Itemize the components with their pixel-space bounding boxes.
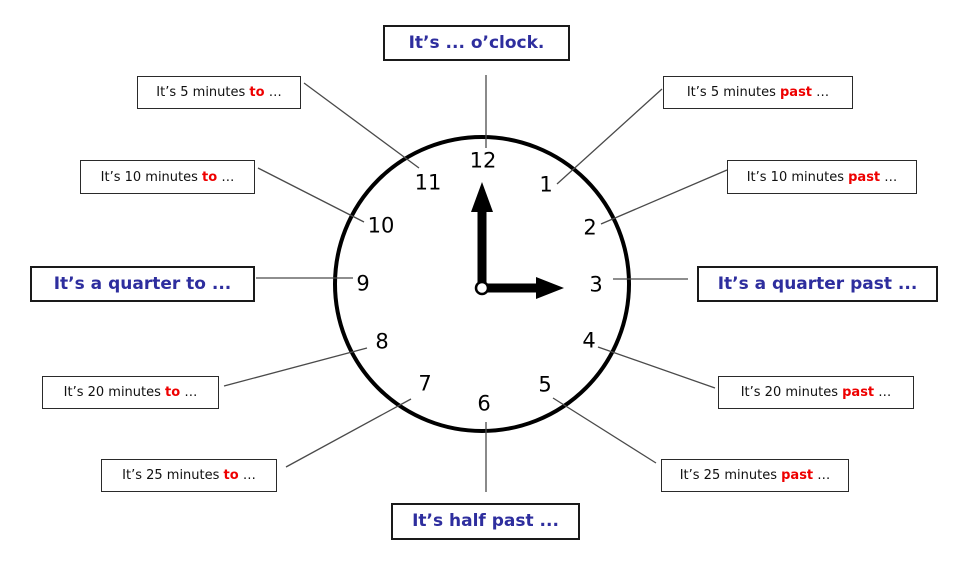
label-text: It’s 20 minutes [63,385,166,400]
label-box-half-past: It’s half past ... [391,503,580,540]
connector-line-ten-past [600,169,728,225]
label-text: It’s a quarter to ... [53,273,232,294]
label-box-five-past: It’s 5 minutes past … [663,76,853,109]
minute-hand-arrowhead [471,182,493,212]
label-keyword: to [223,468,239,483]
minute-hand [477,206,487,290]
label-keyword: past [848,169,881,185]
clock-number-3: 3 [589,272,603,297]
label-text: It’s 10 minutes [100,169,203,185]
label-box-ten-past: It’s 10 minutes past … [727,160,917,194]
connector-line-twentyfive-to [285,398,412,468]
clock-number-6: 6 [477,391,491,416]
label-box-five-to: It’s 5 minutes to … [137,76,301,109]
label-box-twenty-to: It’s 20 minutes to … [42,376,219,409]
clock-number-9: 9 [356,271,370,296]
label-text: … [880,169,898,185]
label-text: … [874,385,892,400]
label-text: It’s 5 minutes [686,85,780,100]
label-text: … [813,468,831,483]
label-box-quarter-to: It’s a quarter to ... [30,266,255,302]
label-box-twentyfive-to: It’s 25 minutes to … [101,459,277,492]
label-text: … [180,385,198,400]
connector-line-twenty-to [223,347,368,387]
label-text: It’s half past ... [412,511,559,531]
clock-number-5: 5 [538,372,552,397]
label-text: It’s 10 minutes [746,169,849,185]
label-box-ten-to: It’s 10 minutes to … [80,160,255,194]
label-box-twentyfive-past: It’s 25 minutes past … [661,459,849,492]
clock-number-11: 11 [414,170,442,195]
clock-number-4: 4 [582,328,596,353]
label-box-quarter-past: It’s a quarter past ... [697,266,938,302]
connector-line-twentyfive-past [552,397,657,464]
clock-number-2: 2 [583,215,597,240]
clock-center-dot [474,280,490,296]
label-box-twenty-past: It’s 20 minutes past … [718,376,914,409]
label-text: … [217,169,235,185]
connector-lines [223,75,728,492]
label-text: It’s 25 minutes [122,468,224,483]
label-box-oclock: It’s ... o’clock. [383,25,570,61]
label-keyword: past [781,468,814,483]
connector-line-ten-to [257,167,365,223]
label-text: It’s 5 minutes [156,85,250,100]
label-text: … [812,85,830,100]
label-keyword: past [842,385,875,400]
connector-line-five-to [303,82,420,169]
clock-number-10: 10 [367,213,395,238]
label-text: … [238,468,256,483]
connector-line-five-past [556,88,663,185]
connector-line-twenty-past [597,346,716,389]
label-keyword: past [779,85,813,100]
label-text: … [264,85,282,100]
clock-number-1: 1 [539,172,553,197]
hour-hand-arrowhead [536,277,564,299]
label-keyword: to [165,385,181,400]
label-text: It’s 20 minutes [740,385,843,400]
clock-number-8: 8 [375,329,389,354]
clock-number-12: 12 [469,148,497,173]
label-text: It’s 25 minutes [679,468,782,483]
label-text: It’s ... o’clock. [408,32,545,53]
clock-number-7: 7 [418,371,432,396]
label-keyword: to [202,169,218,185]
label-keyword: to [249,85,265,100]
label-text: It’s a quarter past ... [717,273,918,294]
clock-hands [471,182,564,299]
hour-hand [480,283,540,293]
